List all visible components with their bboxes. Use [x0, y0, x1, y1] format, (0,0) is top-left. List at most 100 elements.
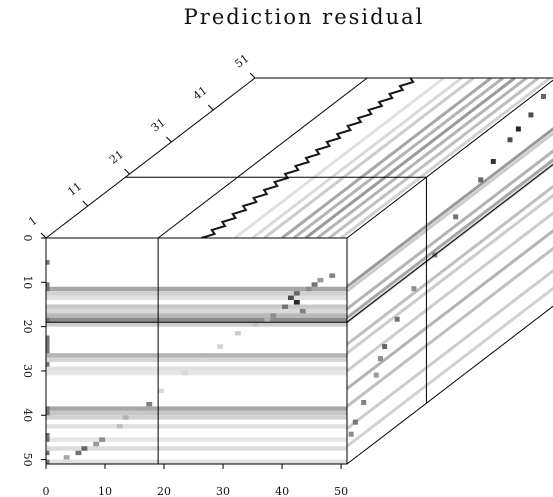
front-edge-spot: [46, 317, 50, 323]
side-spot: [540, 93, 546, 99]
front-band: [46, 459, 347, 464]
front-band: [46, 291, 347, 296]
side-spot: [377, 356, 383, 362]
front-band: [46, 437, 347, 442]
top-crosshair-col: [157, 77, 368, 239]
front-edge-spot: [46, 286, 50, 292]
top-streak: [316, 78, 528, 238]
side-band: [347, 245, 553, 408]
side-band: [347, 156, 553, 319]
front-band: [46, 415, 347, 420]
cube-frame: [45, 77, 553, 465]
depth-tick-label: 1: [26, 214, 39, 229]
top-streak: [233, 78, 445, 238]
front-edge-spot: [46, 335, 50, 340]
front-spot: [293, 300, 300, 305]
front-spot: [93, 441, 100, 447]
front-band: [46, 313, 347, 318]
depth-tick: [249, 72, 256, 79]
front-band: [46, 295, 347, 301]
depth-tick: [124, 168, 130, 175]
front-band: [46, 370, 347, 376]
axis-left: 0 10 20 30 40 50: [21, 235, 46, 467]
side-spot: [394, 316, 400, 322]
side-crosshair-row: [346, 163, 553, 323]
front-band: [46, 308, 347, 314]
front-edge-spot: [46, 406, 50, 411]
depth-tick: [40, 232, 47, 239]
side-band: [347, 209, 553, 373]
front-band: [46, 446, 347, 451]
depth-tick: [82, 200, 89, 207]
side-band: [347, 227, 553, 390]
top-streak: [292, 78, 504, 238]
front-band: [46, 410, 347, 416]
front-edge-spot: [46, 362, 50, 367]
front-spot: [181, 370, 188, 376]
bottom-tick-label: 50: [334, 485, 348, 497]
front-spot: [81, 446, 88, 451]
left-tick-label: 10: [21, 275, 34, 289]
front-band: [46, 357, 347, 363]
top-streak: [328, 78, 540, 238]
left-tick-label: 0: [21, 235, 34, 242]
front-spot: [99, 437, 106, 442]
top-streak: [281, 78, 492, 238]
left-tick-label: 30: [21, 364, 34, 378]
front-spot: [270, 313, 277, 318]
front-spot: [122, 415, 129, 420]
front-edge-spot: [46, 432, 50, 438]
side-band: [347, 192, 553, 355]
front-band: [46, 424, 347, 429]
top-streak: [340, 78, 552, 238]
top-left-edge: [45, 77, 256, 239]
front-edge-spot: [46, 344, 50, 349]
front-edge-spot: [46, 339, 50, 345]
top-streak: [263, 78, 475, 238]
depth-tick-label: 31: [149, 116, 168, 135]
depth-tick: [207, 104, 214, 111]
bottom-right-edge: [346, 305, 553, 465]
front-spot: [234, 331, 241, 336]
front-band: [46, 406, 347, 411]
front-spot: [299, 308, 306, 314]
front-band: [46, 322, 347, 327]
bottom-tick-label: 0: [43, 485, 50, 497]
front-spot: [329, 273, 336, 278]
side-band: [347, 125, 553, 288]
front-spot: [63, 455, 70, 460]
front-edge-spot: [46, 459, 50, 464]
front-edge-spot: [46, 348, 50, 354]
front-border: [45, 237, 348, 465]
bottom-tick-label: 30: [216, 485, 230, 497]
front-spot: [146, 401, 153, 407]
front-edge-spot: [46, 260, 50, 265]
front-band: [46, 366, 347, 371]
front-edge-spot: [46, 437, 50, 442]
front-panel: [46, 260, 347, 464]
front-spot: [199, 357, 206, 363]
front-spot: [75, 450, 82, 456]
front-spot: [158, 388, 165, 394]
front-spot: [282, 304, 288, 309]
side-spot: [478, 177, 484, 183]
side-spot: [528, 112, 534, 118]
bottom-tick-label: 10: [98, 485, 112, 497]
side-spot: [507, 137, 513, 143]
front-spot: [264, 317, 271, 323]
front-spot: [217, 344, 224, 349]
front-spot: [252, 322, 259, 327]
depth-tick-label: 51: [232, 52, 251, 71]
front-edge-spot: [46, 282, 50, 287]
chart-title: Prediction residual: [184, 5, 425, 29]
front-band: [46, 317, 347, 323]
side-band: [347, 129, 553, 293]
front-band: [46, 304, 347, 309]
front-band: [46, 353, 347, 358]
side-band: [347, 285, 553, 448]
front-spot: [311, 282, 318, 287]
depth-tick-label: 41: [191, 84, 210, 103]
side-spot: [490, 158, 496, 164]
side-spot: [361, 399, 367, 405]
